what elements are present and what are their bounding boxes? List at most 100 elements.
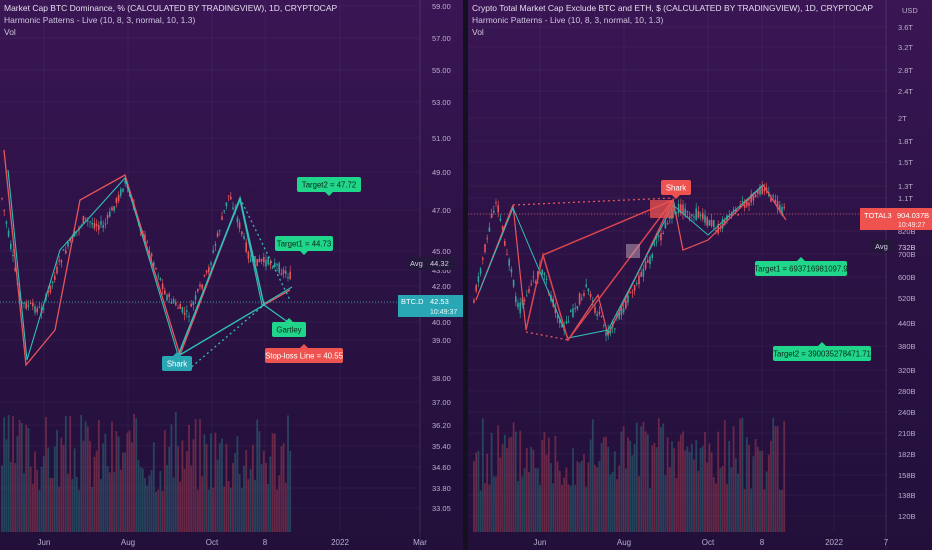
volume-bar — [528, 472, 530, 532]
volume-bar — [236, 436, 239, 532]
candle-body — [589, 293, 592, 297]
volume-bar — [561, 484, 563, 532]
candle-body — [741, 200, 744, 202]
x-tick-label: 8 — [263, 538, 268, 547]
volume-bar — [60, 437, 63, 532]
y-tick-label: 34.60 — [432, 463, 451, 472]
volume-bar — [95, 450, 98, 532]
candle-body — [636, 283, 638, 285]
volume-bar — [556, 461, 559, 532]
y-tick-label: 182B — [898, 450, 916, 459]
candle-body — [27, 304, 30, 307]
target1-label-box — [275, 236, 333, 251]
candle-body — [578, 293, 581, 305]
candle-body — [781, 207, 783, 216]
indicator-label-right[interactable]: Harmonic Patterns - Live (10, 8, 3, norm… — [472, 15, 664, 25]
volume-bar — [188, 424, 190, 532]
volume-bar — [82, 440, 85, 532]
volume-bar — [737, 473, 739, 532]
candle-body — [576, 305, 579, 309]
candle-body — [47, 290, 49, 293]
volume-bar — [682, 431, 684, 532]
target1-label: Target1 = 44.73 — [277, 240, 331, 249]
volume-bar — [501, 444, 504, 532]
shark-zone-box — [650, 200, 674, 218]
chart-pane-btc-dominance[interactable]: 59.00 57.00 55.00 53.00 51.00 49.00 47.00 45.00… — [0, 0, 463, 550]
volume-bar — [660, 427, 662, 532]
volume-bar — [84, 421, 87, 532]
volume-bar — [93, 456, 96, 532]
candle-body — [159, 277, 162, 281]
candle-body — [267, 257, 269, 265]
volume-bar — [728, 440, 731, 532]
volume-bar — [693, 459, 695, 532]
volume-bar — [115, 431, 118, 532]
candle-body — [598, 311, 601, 314]
candle-body — [60, 260, 63, 263]
candle-body — [638, 275, 640, 285]
candle-body — [770, 198, 772, 202]
candle-body — [177, 307, 179, 309]
candle-body — [684, 208, 686, 216]
candle-body — [675, 212, 678, 214]
candle-body — [649, 256, 651, 265]
pane-divider[interactable] — [463, 0, 468, 550]
candle-body — [759, 186, 761, 195]
volume-bar — [629, 440, 632, 532]
candle-body — [95, 224, 98, 227]
y-tick-label: 45.00 — [432, 247, 451, 256]
volume-bar — [78, 489, 80, 532]
chart-title-right[interactable]: Crypto Total Market Cap Exclude BTC and … — [472, 3, 874, 13]
volume-bar — [199, 419, 201, 532]
volume-bar — [745, 437, 748, 532]
volume-bar — [640, 426, 643, 532]
candle-body — [585, 284, 587, 287]
y-tick-label: 42.00 — [432, 282, 451, 291]
candle-body — [475, 284, 477, 292]
candle-body — [647, 260, 649, 263]
candle-body — [166, 294, 168, 301]
stop-loss-label-tail — [300, 344, 308, 348]
candle-body — [556, 315, 559, 319]
candle-body — [473, 299, 475, 303]
volume-bar — [657, 418, 660, 532]
candle-body — [51, 281, 54, 283]
candle-body — [490, 213, 493, 218]
volume-label-right[interactable]: Vol — [472, 27, 484, 37]
chart-title-left[interactable]: Market Cap BTC Dominance, % (CALCULATED … — [4, 3, 338, 13]
chart-canvas-right[interactable]: USD3.6T3.2T2.8T2.4T2T1.8T1.5T1.3T1.1T840… — [468, 0, 932, 550]
candle-body — [581, 298, 583, 300]
candle-body — [287, 277, 289, 279]
volume-label-left[interactable]: Vol — [4, 27, 16, 37]
candle-body — [614, 328, 616, 330]
volume-bar — [490, 433, 493, 532]
volume-bar — [271, 433, 274, 532]
volume-bar — [748, 444, 750, 532]
volume-bar — [3, 417, 6, 532]
candle-body — [521, 298, 524, 305]
volume-bar — [616, 479, 618, 532]
volume-bar — [71, 479, 74, 532]
candle-body — [519, 302, 521, 314]
candle-body — [596, 313, 598, 317]
candle-body — [120, 189, 122, 196]
volume-bar — [763, 489, 766, 532]
candle-body — [192, 302, 195, 305]
candle-body — [708, 219, 711, 226]
volume-bar — [686, 446, 689, 532]
y-tick-label: 3.2T — [898, 43, 913, 52]
chart-pane-total3[interactable]: USD3.6T3.2T2.8T2.4T2T1.8T1.5T1.3T1.1T840… — [468, 0, 932, 550]
candle-body — [100, 221, 102, 225]
volume-bar — [521, 476, 524, 532]
volume-bar — [117, 436, 120, 532]
candle-body — [230, 196, 232, 200]
volume-bar — [141, 468, 144, 532]
candle-body — [754, 194, 757, 197]
volume-bar — [210, 433, 212, 532]
candle-body — [238, 222, 241, 229]
indicator-label-left[interactable]: Harmonic Patterns - Live (10, 8, 3, norm… — [4, 15, 196, 25]
chart-canvas-left[interactable]: 59.00 57.00 55.00 53.00 51.00 49.00 47.00 45.00… — [0, 0, 463, 550]
volume-bar — [163, 430, 166, 532]
volume-bar — [506, 447, 508, 532]
volume-bar — [715, 483, 717, 532]
